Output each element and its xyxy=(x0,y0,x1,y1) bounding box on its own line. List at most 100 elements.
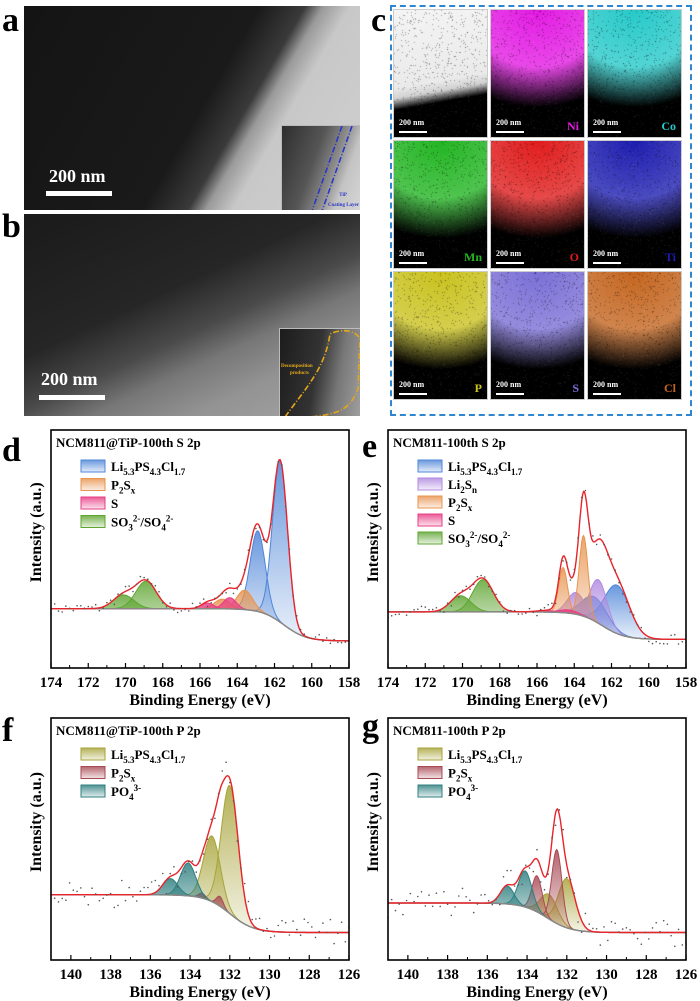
tem-inset-a: TiP Coating Layer xyxy=(281,125,360,210)
raw-data-point xyxy=(446,903,449,905)
legend-swatch xyxy=(417,784,443,798)
raw-data-point xyxy=(469,899,471,902)
raw-data-point xyxy=(651,642,654,645)
raw-data-point xyxy=(398,903,400,905)
raw-data-point xyxy=(68,882,71,884)
eds-scale-bar-label: 200 nm xyxy=(399,118,425,127)
legend-label: S xyxy=(111,496,118,511)
raw-data-point xyxy=(292,595,294,597)
raw-data-point xyxy=(569,878,572,881)
raw-data-point xyxy=(599,944,602,946)
legend-swatch xyxy=(80,515,106,528)
raw-data-point xyxy=(72,889,75,891)
legend-swatch xyxy=(80,747,106,761)
scale-bar-label-b: 200 nm xyxy=(41,369,98,389)
raw-data-point xyxy=(147,886,149,889)
raw-data-point xyxy=(655,640,657,643)
eds-noise-texture xyxy=(394,272,487,399)
x-tick-label: 140 xyxy=(397,967,420,983)
panel-label-c: c xyxy=(371,2,387,39)
raw-data-point xyxy=(68,607,71,610)
eds-scale-bar xyxy=(496,131,524,133)
raw-data-point xyxy=(143,886,145,889)
plot-area xyxy=(388,807,686,948)
x-tick-label: 170 xyxy=(114,675,137,691)
raw-data-point xyxy=(621,928,624,930)
raw-data-point xyxy=(173,609,175,611)
legend-swatch xyxy=(417,747,443,761)
raw-data-point xyxy=(236,840,239,842)
peak-line xyxy=(388,566,686,640)
raw-data-point xyxy=(547,873,549,875)
raw-data-point xyxy=(333,638,335,641)
raw-data-point xyxy=(648,938,650,940)
raw-data-point xyxy=(621,593,624,595)
legend-label: P2Sx xyxy=(111,478,136,496)
raw-data-point xyxy=(681,944,684,946)
raw-data-point xyxy=(618,931,620,933)
raw-data-point xyxy=(296,928,298,931)
raw-data-point xyxy=(443,611,445,613)
legend-label: Li5.3PS4.3Cl1.7 xyxy=(448,747,523,765)
raw-data-point xyxy=(106,601,108,604)
decomposition-outline xyxy=(284,329,360,416)
y-axis-label: Intensity (a.u.) xyxy=(365,772,382,872)
raw-data-point xyxy=(113,906,116,909)
raw-data-point xyxy=(121,879,123,882)
raw-data-point xyxy=(402,913,404,916)
panel-label-e: e xyxy=(362,428,378,465)
raw-data-point xyxy=(188,610,190,612)
raw-data-point xyxy=(424,905,427,907)
raw-data-point xyxy=(154,879,157,882)
raw-data-point xyxy=(147,578,149,580)
raw-data-point xyxy=(158,884,160,887)
raw-data-point xyxy=(439,905,441,908)
legend-swatch xyxy=(417,495,443,509)
eds-scale-bar xyxy=(593,393,621,395)
raw-data-point xyxy=(277,461,280,463)
eds-map-frame xyxy=(390,5,692,416)
peak-line xyxy=(51,894,349,933)
raw-data-point xyxy=(573,892,576,894)
raw-data-point xyxy=(446,602,449,604)
raw-data-point xyxy=(677,928,680,931)
raw-data-point xyxy=(584,912,587,915)
raw-data-point xyxy=(551,602,553,605)
peak-fill xyxy=(388,579,686,640)
raw-data-point xyxy=(420,605,423,608)
x-tick-label: 162 xyxy=(600,675,623,691)
raw-data-point xyxy=(329,918,332,921)
raw-data-point xyxy=(666,643,669,645)
raw-data-point xyxy=(480,574,482,577)
raw-data-point xyxy=(57,610,60,612)
raw-data-point xyxy=(405,614,408,616)
eds-element-label: Co xyxy=(661,119,676,133)
raw-data-point xyxy=(614,569,616,571)
raw-data-point xyxy=(588,923,590,925)
raw-data-point xyxy=(461,589,464,592)
x-tick-label: 170 xyxy=(451,675,474,691)
raw-data-point xyxy=(53,603,56,605)
raw-data-point xyxy=(465,896,467,898)
raw-data-point xyxy=(206,605,209,608)
raw-data-point xyxy=(461,887,464,890)
raw-data-point xyxy=(640,943,643,945)
raw-data-point xyxy=(83,607,86,609)
raw-data-point xyxy=(262,538,265,541)
raw-data-point xyxy=(318,633,321,636)
raw-data-point xyxy=(506,612,508,614)
raw-data-point xyxy=(532,611,535,614)
raw-data-point xyxy=(80,887,82,889)
raw-data-point xyxy=(603,543,605,546)
raw-data-point xyxy=(484,576,486,578)
eds-noise-texture xyxy=(588,141,681,268)
raw-data-point xyxy=(117,904,119,907)
eds-scale-bar xyxy=(593,262,621,264)
envelope-line xyxy=(388,807,686,934)
raw-data-point xyxy=(662,642,665,645)
eds-scale-bar-label: 200 nm xyxy=(496,118,522,127)
scale-bar-a xyxy=(46,191,112,196)
raw-data-point xyxy=(202,598,205,600)
inset-label-decomposition: Decomposition xyxy=(281,364,313,369)
